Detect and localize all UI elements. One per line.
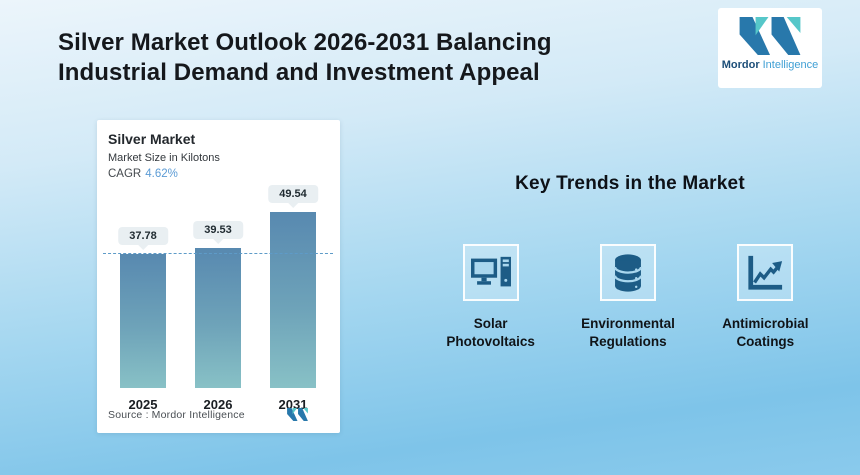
chart-plot: 37.78 2025 39.53 2026 49.54 2031 (103, 185, 333, 412)
source-prefix: Source : (108, 409, 149, 421)
bar-2031 (270, 212, 316, 388)
logo-text-bold: Mordor (721, 59, 760, 71)
trend-label: Environmental Regulations (581, 315, 675, 351)
trend-label: Antimicrobial Coatings (722, 315, 808, 351)
computer-icon (470, 256, 511, 287)
mordor-intelligence-logo: Mordor Intelligence (718, 8, 822, 88)
trend-label: Solar Photovoltaics (446, 315, 535, 351)
mini-mordor-logo-icon (287, 408, 308, 424)
page-title: Silver Market Outlook 2026-2031 Balancin… (58, 28, 552, 88)
trend-item-antimicrobial-coatings: Antimicrobial Coatings (697, 244, 834, 351)
trend-label-line1: Antimicrobial (722, 316, 809, 331)
mordor-logo-mark-icon (739, 17, 801, 55)
cagr-label: CAGR (108, 168, 142, 180)
trend-label-line1: Environmental (581, 316, 675, 331)
key-trends-heading: Key Trends in the Market (515, 173, 745, 194)
chart-icon (748, 255, 783, 290)
trend-item-solar-photovoltaics: Solar Photovoltaics (422, 244, 559, 351)
source-brand: Mordor Intelligence (151, 409, 245, 421)
trend-icon-box (737, 244, 794, 301)
silver-market-chart-card: Silver Market Market Size in Kilotons CA… (97, 120, 340, 433)
bar-value-label: 37.78 (118, 227, 168, 250)
bar-2025 (120, 254, 166, 388)
bar-value-label: 49.54 (268, 185, 318, 208)
chart-title: Silver Market (108, 131, 196, 147)
chart-source-row: Source : Mordor Intelligence (108, 408, 340, 425)
chart-cagr: CAGR 4.62% (108, 168, 340, 180)
x-axis-label: 2026 (203, 397, 233, 412)
database-icon (613, 253, 643, 292)
reference-dashed-line (103, 253, 333, 254)
trend-label-line2: Regulations (589, 333, 667, 349)
mordor-logo-text: Mordor Intelligence (722, 59, 819, 71)
key-trends-row: Solar Photovoltaics Environmental Regula… (422, 244, 834, 351)
logo-text-light: Intelligence (762, 59, 819, 71)
trend-label-line1: Solar (473, 316, 508, 331)
trend-icon-box (462, 244, 519, 301)
cagr-value: 4.62% (145, 168, 178, 180)
x-axis-label: 2025 (128, 397, 158, 412)
page-title-line1: Silver Market Outlook 2026-2031 Balancin… (58, 29, 552, 56)
page-title-line2: Industrial Demand and Investment Appeal (58, 59, 540, 86)
trend-label-line2: Coatings (736, 333, 795, 349)
trend-icon-box (599, 244, 656, 301)
bar-value-label: 39.53 (193, 221, 243, 244)
trend-label-line2: Photovoltaics (446, 333, 535, 349)
bar-2026 (195, 248, 241, 388)
chart-subtitle: Market Size in Kilotons (108, 152, 220, 164)
trend-item-environmental-regulations: Environmental Regulations (559, 244, 696, 351)
